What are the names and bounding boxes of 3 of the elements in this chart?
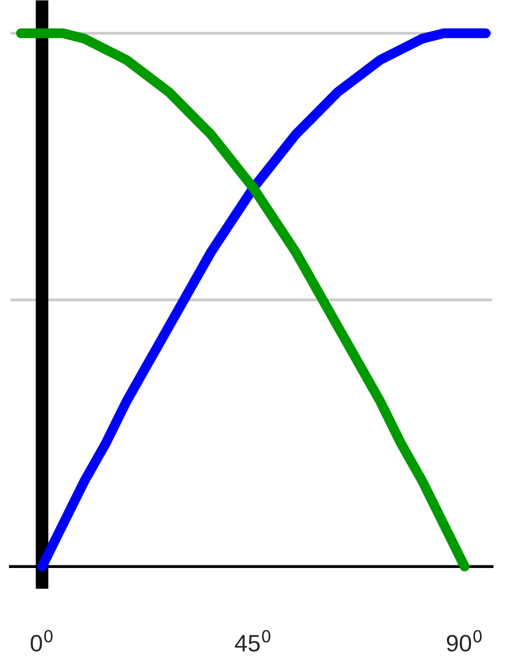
x-tick-label: 90$^{0}$ — [446, 630, 482, 652]
x-tick-label: 0$^{0}$ — [30, 630, 53, 652]
x-tick-label: 45$^{0}$ — [234, 630, 270, 652]
